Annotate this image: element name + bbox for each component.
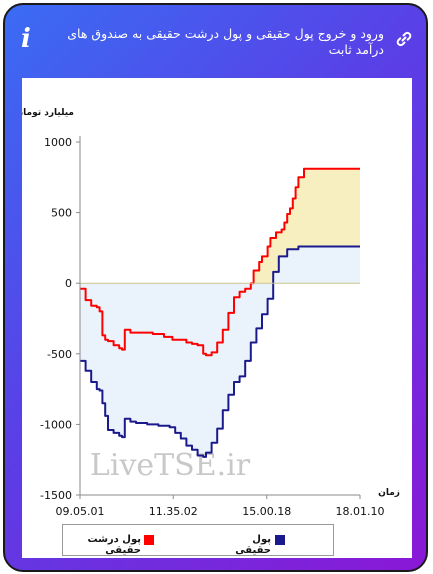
plot-area: میلیارد تومان زمان LiveTSE.ir 1000 500 0 -5… xyxy=(22,78,412,558)
y-tick-label: -500 xyxy=(47,348,72,361)
x-tick-label: 15.00.18 xyxy=(242,505,291,518)
x-axis-label: زمان xyxy=(378,488,400,498)
legend-label-real-money: پول حقیقی xyxy=(235,534,271,556)
x-tick-label: 11.35.02 xyxy=(149,505,198,518)
y-tick-label: 1000 xyxy=(44,136,72,149)
y-tick-label: -1000 xyxy=(40,418,72,431)
chart-svg: میلیارد تومان زمان LiveTSE.ir 1000 500 0 -5… xyxy=(22,108,400,518)
series-line-big-money xyxy=(80,167,360,357)
chart-header: i ورود و خروج پول حقیقی و پول درشت حقیقی… xyxy=(5,5,426,78)
y-tick-label: -1500 xyxy=(40,489,72,502)
legend: پول حقیقی پول درشت حقیقی xyxy=(62,524,334,556)
area-real-money xyxy=(80,246,360,457)
chart-title: ورود و خروج پول حقیقی و پول درشت حقیقی ب… xyxy=(67,26,384,57)
legend-label-big-money: پول درشت حقیقی xyxy=(87,534,142,556)
link-icon[interactable] xyxy=(394,29,414,49)
info-icon[interactable]: i xyxy=(21,24,31,54)
x-tick-label: 18.01.10 xyxy=(336,505,385,518)
series-line-real-money xyxy=(80,245,360,458)
y-tick-label: 0 xyxy=(65,277,72,290)
chart-card: i ورود و خروج پول حقیقی و پول درشت حقیقی… xyxy=(3,3,428,572)
y-tick-label: 500 xyxy=(51,207,72,220)
watermark: LiveTSE.ir xyxy=(90,448,251,483)
y-axis-label: میلیارد تومان xyxy=(22,108,74,118)
legend-swatch-big-money xyxy=(144,535,154,545)
legend-swatch-real-money xyxy=(275,535,285,545)
x-tick-label: 09.05.01 xyxy=(56,505,105,518)
